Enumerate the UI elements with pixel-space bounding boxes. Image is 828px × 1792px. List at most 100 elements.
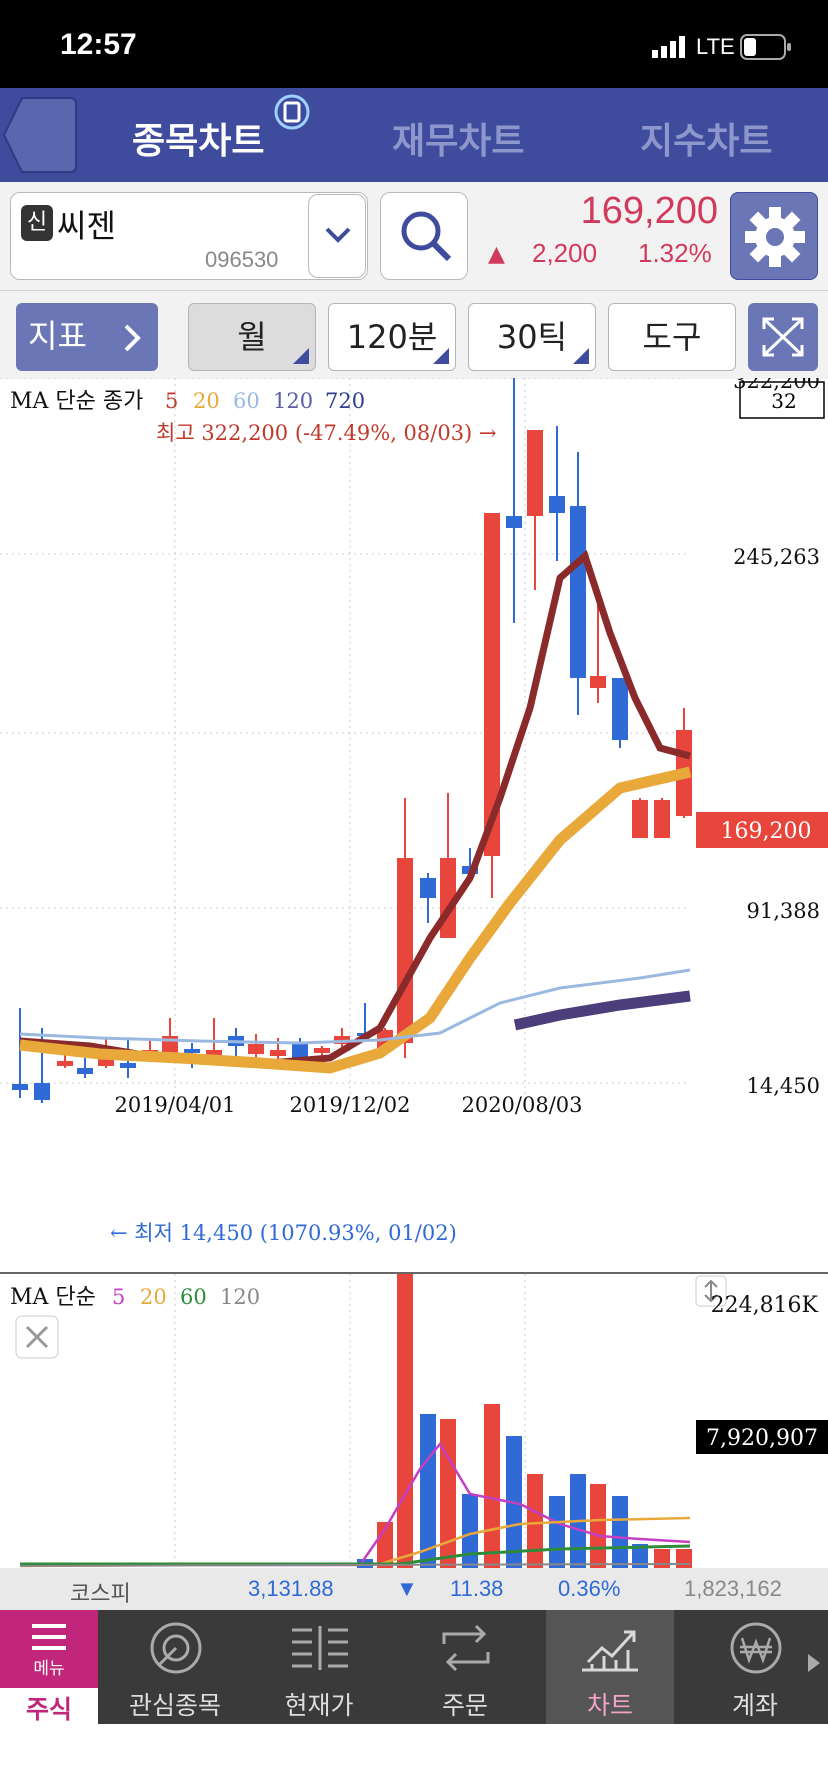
nav-menu[interactable]: 메뉴 주식 <box>0 1610 98 1724</box>
chevron-right-icon <box>124 324 141 352</box>
volume-current-tag <box>696 1420 828 1454</box>
price-ma-legend-period: 60 <box>233 389 260 413</box>
volume-chart[interactable]: MA 단순 5 20 60 120 224,816K 7,920,907 <box>0 1274 828 1568</box>
resize-icon <box>704 1279 718 1303</box>
volume-bar <box>397 1274 413 1568</box>
down-arrow-icon: ▼ <box>396 1576 418 1601</box>
current-price-tag-label: 169,200 <box>721 819 812 844</box>
tick-interval-button[interactable]: 30틱 <box>468 303 596 371</box>
volume-current-label: 7,920,907 <box>706 1426 818 1451</box>
status-bar: 12:57 LTE <box>0 0 828 88</box>
price-chart[interactable]: 32 MA 단순 종가 5 20 60 120 720 최고 322,200 (-47.… <box>0 378 828 1270</box>
new-badge: 신 <box>21 205 53 241</box>
volume-ma-legend-period: 60 <box>180 1285 207 1309</box>
price-ma-legend-period: 720 <box>325 389 365 413</box>
candle-body <box>654 800 670 838</box>
price-axis-label: 322,200 <box>733 378 820 393</box>
volume-ma-legend-period: 5 <box>112 1285 125 1309</box>
tools-label: 도구 <box>642 318 702 356</box>
candle-count-box <box>739 381 825 419</box>
tab-index-chart[interactable]: 지수차트 <box>640 121 773 162</box>
price-change: 2,200 <box>532 238 598 268</box>
menu-icon <box>32 1624 66 1650</box>
price-ma-legend-title: MA 단순 종가 <box>10 389 143 414</box>
kospi-value: 3,131.88 <box>248 1576 334 1601</box>
price-ma-legend-period: 20 <box>193 389 220 413</box>
volume-ma-legend-period: 20 <box>140 1285 167 1309</box>
bottom-nav: 메뉴 주식 관심종목 현재가 주문 <box>0 1610 828 1724</box>
search-button[interactable] <box>380 192 468 280</box>
nav-account[interactable]: 계좌 <box>690 1610 820 1724</box>
volume-bar <box>654 1549 670 1568</box>
nav-order-label: 주문 <box>441 1691 488 1720</box>
tab-stock-chart[interactable]: 종목차트 <box>132 121 265 162</box>
tools-button[interactable]: 도구 <box>608 303 736 371</box>
date-axis-label: 2020/08/03 <box>461 1093 582 1117</box>
tab-financial-chart[interactable]: 재무차트 <box>392 121 525 162</box>
nav-menu-sub: 메뉴 <box>33 1659 65 1679</box>
expand-icon <box>762 317 804 357</box>
candle-body <box>120 1063 136 1068</box>
candle-body <box>570 506 586 678</box>
chart-toolbar: 지표 월 120분 30틱 도구 <box>0 290 828 379</box>
volume-bar <box>590 1484 606 1568</box>
gear-icon <box>745 207 805 267</box>
chart-tab-bar: 종목차트 재무차트 지수차트 <box>0 88 828 182</box>
up-arrow-icon: ▲ <box>488 242 505 267</box>
nav-current-price[interactable]: 현재가 <box>254 1610 384 1724</box>
nav-chart-label: 차트 <box>586 1691 633 1720</box>
kospi-ticker[interactable]: 코스피 3,131.88 ▼ 11.38 0.36% 1,823,162 <box>0 1568 828 1610</box>
ma20-line <box>19 766 692 1074</box>
candle-body <box>77 1068 93 1074</box>
price-change-pct: 1.32% <box>638 238 712 268</box>
ma60-line <box>19 968 691 1045</box>
volume-bar <box>549 1496 565 1568</box>
home-indicator <box>266 1763 562 1773</box>
nav-order[interactable]: 주문 <box>400 1610 530 1724</box>
minute-interval-button[interactable]: 120분 <box>328 303 456 371</box>
volume-ma120-line <box>19 1563 691 1567</box>
settings-button[interactable] <box>730 192 818 280</box>
back-button[interactable] <box>0 94 80 176</box>
candle-body <box>34 1083 50 1100</box>
high-price-annotation: 최고 322,200 (-47.49%, 08/03) → <box>156 421 497 445</box>
candle-body <box>549 496 565 513</box>
kospi-name: 코스피 <box>70 1581 131 1606</box>
volume-ma-legend-title: MA 단순 <box>10 1285 96 1310</box>
indicator-label: 지표 <box>28 317 87 355</box>
nav-watchlist[interactable]: 관심종목 <box>110 1610 240 1724</box>
nav-account-label: 계좌 <box>731 1691 778 1720</box>
volume-bar <box>676 1549 692 1568</box>
candle-body <box>506 516 522 528</box>
price-ma-legend-period: 120 <box>273 389 313 413</box>
candle-body <box>314 1048 330 1053</box>
indicator-button[interactable]: 지표 <box>16 303 158 371</box>
period-month-button[interactable]: 월 <box>188 303 316 371</box>
sync-icon[interactable] <box>272 92 312 132</box>
fullscreen-button[interactable] <box>748 303 818 371</box>
search-icon <box>401 211 452 262</box>
nav-menu-label: 주식 <box>25 1695 72 1724</box>
volume-ma60-line <box>20 1544 691 1566</box>
tick-label: 30틱 <box>496 318 568 356</box>
volume-bar <box>632 1544 648 1568</box>
volume-bar <box>527 1474 543 1568</box>
kospi-change-pct: 0.36% <box>558 1576 621 1601</box>
watchlist-icon <box>150 1622 202 1674</box>
nav-more-arrow-icon[interactable] <box>806 1652 822 1674</box>
volume-bar <box>440 1419 456 1568</box>
stock-dropdown-button[interactable] <box>308 194 366 278</box>
current-price-tag <box>696 812 828 848</box>
network-label: LTE <box>696 34 735 59</box>
price-axis-label: 14,450 <box>747 1074 820 1098</box>
chevron-down-icon <box>325 227 351 243</box>
candle-body <box>270 1050 286 1056</box>
ma120-line <box>513 990 691 1031</box>
kospi-change: 11.38 <box>450 1576 504 1601</box>
nav-chart[interactable]: 차트 <box>546 1610 674 1724</box>
current-price-icon <box>292 1626 348 1670</box>
candle-body <box>484 513 500 856</box>
candle-body <box>590 676 606 688</box>
date-axis-label: 2019/12/02 <box>289 1093 410 1117</box>
order-icon <box>442 1624 490 1672</box>
